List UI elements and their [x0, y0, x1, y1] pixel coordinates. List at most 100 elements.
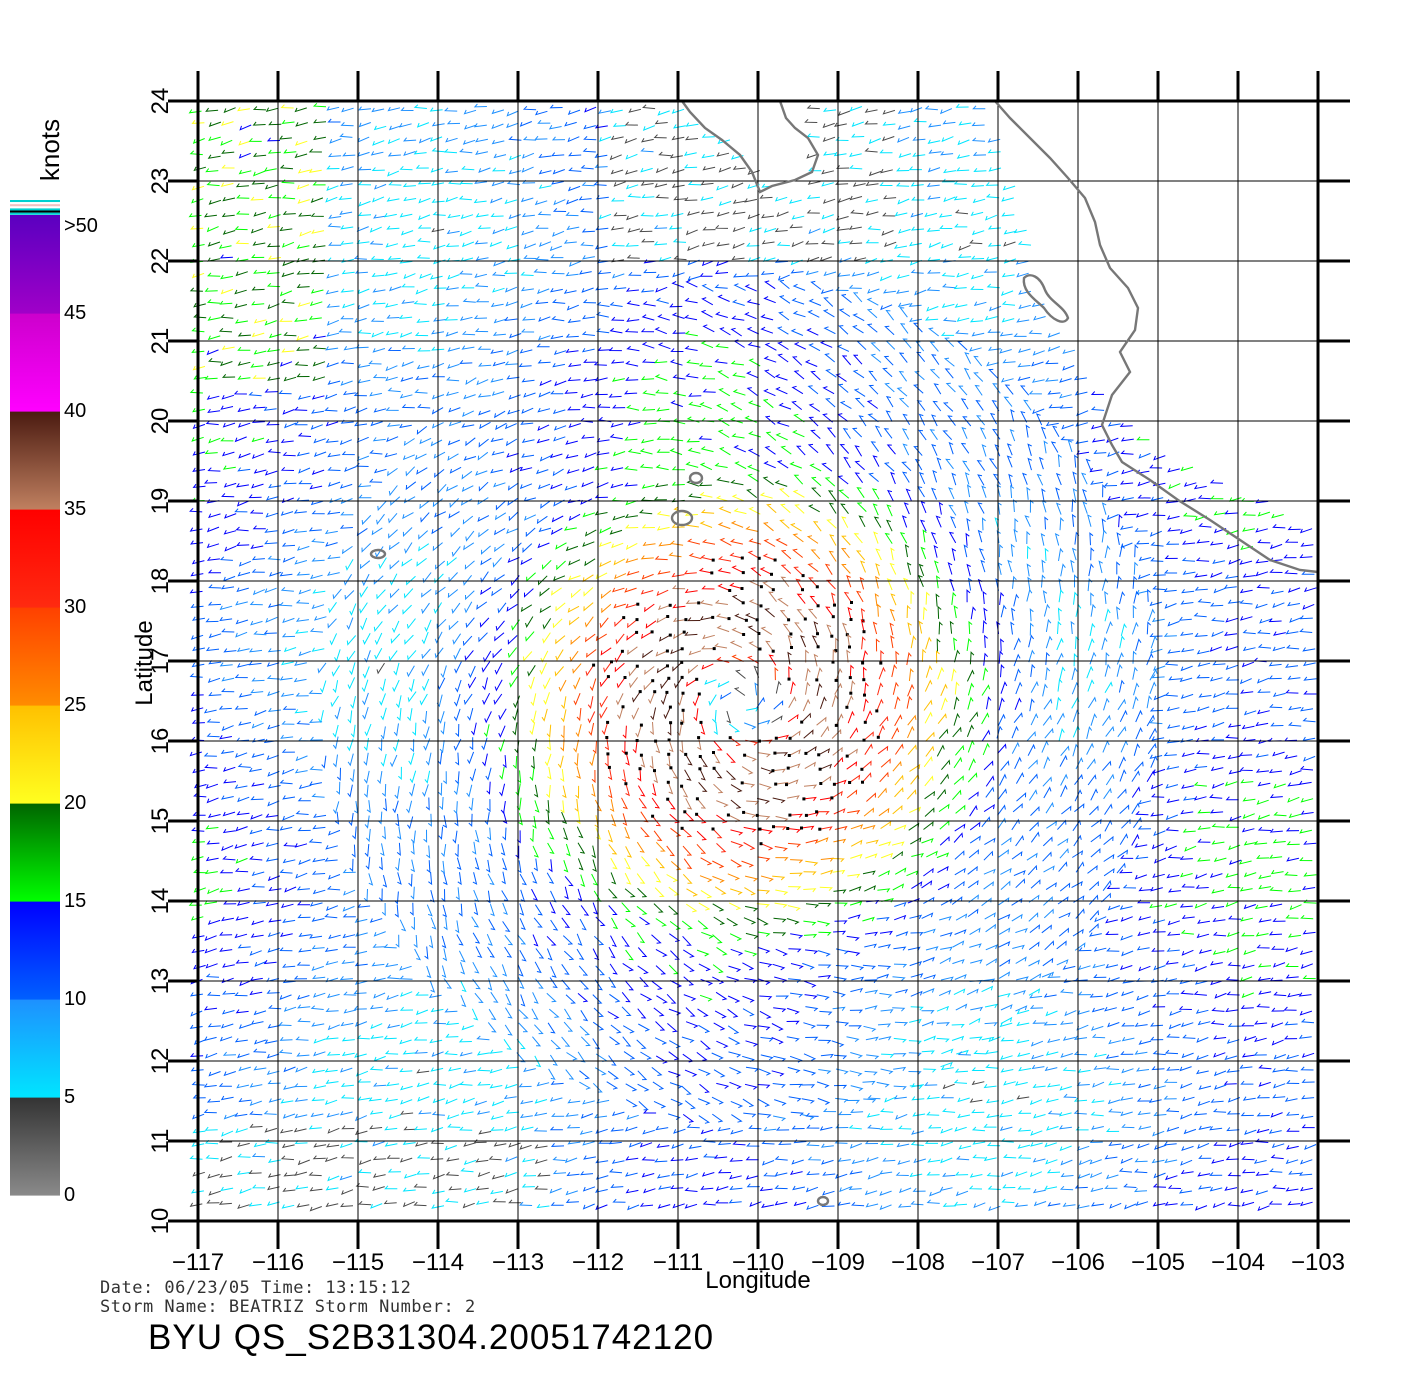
wind-barb	[222, 990, 236, 995]
wind-barb	[249, 1123, 263, 1128]
wind-barb	[582, 299, 597, 304]
wind-barb	[1091, 438, 1105, 443]
wind-barb	[1108, 1108, 1122, 1113]
wind-barb	[985, 181, 999, 186]
wind-barb	[280, 511, 294, 516]
rain-flag	[741, 601, 745, 605]
wind-barb	[1289, 904, 1302, 911]
wind-barb	[982, 590, 987, 605]
wind-barb	[849, 900, 863, 906]
wind-barb	[682, 1113, 695, 1123]
wind-barb	[728, 902, 742, 911]
wind-barb	[806, 209, 820, 214]
wind-barb	[388, 485, 398, 497]
wind-barb	[534, 110, 548, 116]
wind-barb	[999, 1022, 1013, 1028]
wind-barb	[599, 676, 609, 688]
wind-barb	[1299, 829, 1313, 834]
wind-barb	[1269, 854, 1283, 859]
wind-barb	[474, 328, 489, 333]
wind-barb	[1146, 652, 1154, 666]
wind-barb	[717, 681, 730, 688]
wind-barb	[541, 708, 548, 722]
wind-barb	[294, 361, 308, 366]
wind-barb	[655, 965, 667, 975]
wind-barb	[311, 647, 325, 652]
wind-barb	[568, 575, 581, 581]
wind-barb	[521, 1157, 535, 1163]
wind-barb	[1135, 811, 1149, 816]
wind-barb	[730, 948, 744, 956]
wind-barb	[1182, 1096, 1195, 1102]
wind-barb	[696, 1052, 708, 1061]
wind-barb	[207, 601, 222, 606]
wind-barb	[280, 903, 294, 909]
wind-barb	[1181, 589, 1195, 594]
wind-barb	[361, 515, 372, 526]
wind-barb	[376, 513, 385, 526]
wind-barb	[415, 164, 429, 169]
wind-barb	[334, 706, 341, 720]
wind-barb	[1030, 1142, 1043, 1147]
wind-barb	[670, 1098, 684, 1106]
wind-barb	[324, 529, 338, 535]
wind-barb	[390, 633, 401, 644]
wind-barb	[893, 1095, 907, 1100]
wind-barb	[392, 738, 400, 752]
wind-barb	[1102, 714, 1111, 726]
rain-flag	[653, 690, 657, 694]
wind-barb	[967, 577, 973, 591]
wind-barb	[1042, 714, 1052, 726]
wind-barb	[786, 918, 800, 925]
wind-barb	[446, 1114, 460, 1120]
wind-barb	[632, 691, 641, 703]
wind-barb	[311, 1097, 325, 1102]
wind-barb	[1165, 960, 1179, 965]
wind-barb	[1012, 944, 1025, 950]
wind-barb	[985, 923, 997, 933]
wind-barb	[848, 914, 861, 919]
wind-barb	[1090, 406, 1105, 411]
wind-barb	[561, 811, 568, 825]
wind-barb	[1076, 1081, 1090, 1086]
wind-barb	[835, 667, 843, 681]
wind-barb	[700, 722, 706, 735]
wind-barb	[838, 308, 851, 317]
wind-barb	[791, 241, 804, 248]
wind-barb	[643, 1109, 657, 1114]
wind-barb	[204, 948, 217, 954]
wind-barb	[625, 918, 637, 928]
wind-barb	[457, 872, 462, 886]
wind-barb	[221, 121, 234, 127]
wind-barb	[298, 948, 312, 953]
wind-barb	[433, 451, 446, 459]
wind-barb	[251, 437, 265, 443]
wind-barb	[609, 529, 623, 535]
wind-barb	[791, 385, 804, 395]
wind-barb	[923, 1068, 937, 1073]
wind-barb	[790, 269, 804, 274]
wind-barb	[744, 1024, 758, 1030]
wind-barb	[953, 196, 967, 201]
wind-barb	[822, 136, 836, 143]
wind-barb	[437, 483, 447, 495]
wind-barb	[885, 410, 893, 422]
wind-barb	[1212, 1108, 1227, 1113]
wind-barb	[386, 436, 399, 443]
wind-barb	[777, 274, 790, 281]
wind-barb	[538, 527, 552, 533]
wind-barb	[560, 725, 565, 739]
wind-barb	[765, 431, 777, 441]
wind-barb	[1163, 752, 1177, 757]
wind-barb	[494, 679, 503, 692]
wind-barb	[264, 320, 277, 326]
wind-barb	[503, 1094, 517, 1100]
wind-barb	[222, 828, 236, 834]
wind-barb	[1116, 606, 1121, 620]
wind-barb	[1002, 359, 1016, 364]
wind-barb	[671, 108, 685, 114]
wind-barb	[1074, 1035, 1088, 1040]
wind-barb	[283, 376, 297, 382]
wind-barb	[987, 346, 1001, 351]
wind-barb	[726, 710, 732, 724]
